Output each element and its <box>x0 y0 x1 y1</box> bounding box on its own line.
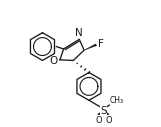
Text: O: O <box>49 56 57 66</box>
Text: S: S <box>100 106 107 116</box>
Text: O: O <box>95 116 102 125</box>
Text: N: N <box>75 28 83 37</box>
Text: F: F <box>98 39 104 49</box>
Polygon shape <box>84 44 97 50</box>
Text: CH₃: CH₃ <box>110 96 124 105</box>
Text: O: O <box>105 116 112 125</box>
